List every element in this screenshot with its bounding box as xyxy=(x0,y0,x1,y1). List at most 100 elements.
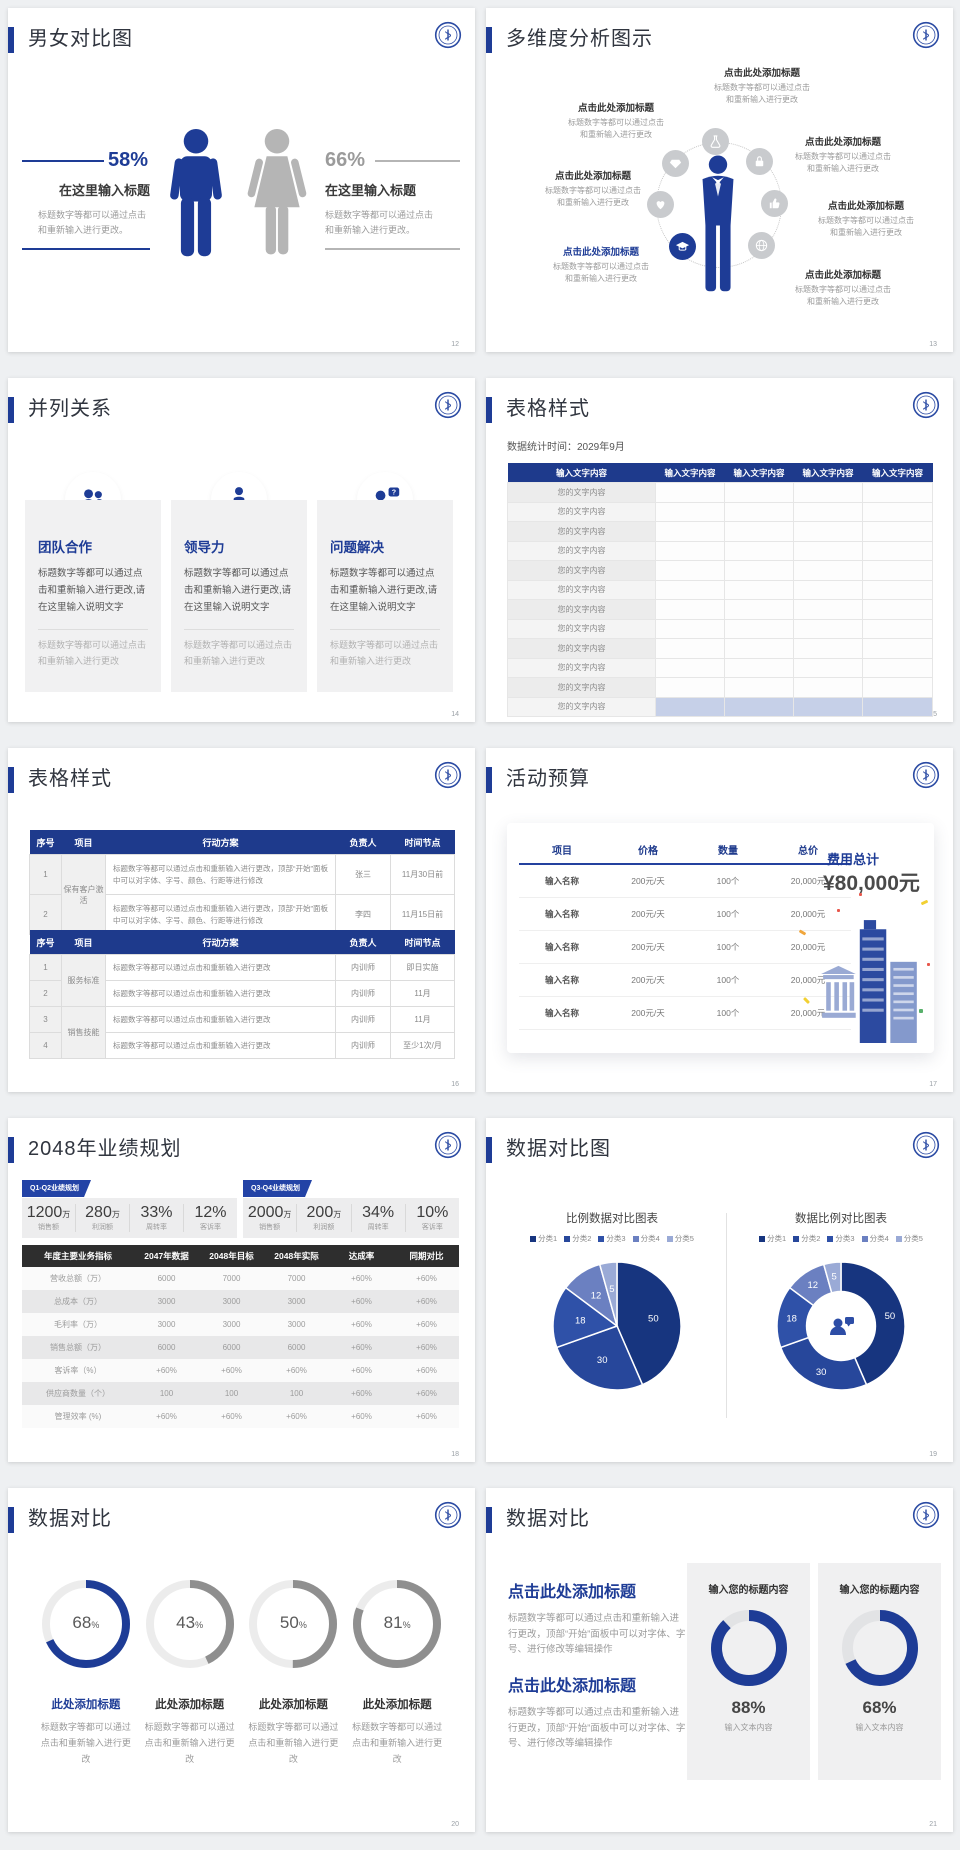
slide-thumbnail-12[interactable]: 男女对比图 12 58% 在这里输入标题 标题数字等都可以通过点击和重新输入进行… xyxy=(8,8,475,352)
table-row: 输入名称 200元/天 100个 20,000元 xyxy=(519,897,851,931)
page-number: 21 xyxy=(929,1821,937,1828)
card-desc: 标题数字等都可以通过点击和重新输入进行更改,请在这里输入说明文字 xyxy=(184,568,292,614)
panel-note: 输入文本内容 xyxy=(855,1723,904,1732)
legend-item: 分类5 xyxy=(895,1233,923,1244)
table-cell: 您的文字内容 xyxy=(507,696,656,717)
diagram-label: 点击此处添加标题 标题数字等都可以通过点击和重新输入进行更改 xyxy=(568,103,664,139)
total-label: 费用总计 xyxy=(827,852,880,867)
table-cell xyxy=(793,599,863,620)
page-number: 17 xyxy=(929,1081,937,1088)
gauge-group: 81% 此处添加标题 标题数字等都可以通过点击和重新输入进行更改 xyxy=(345,1580,449,1768)
title-accent-bar xyxy=(8,27,14,53)
table-row: 输入名称 200元/天 100个 20,000元 xyxy=(519,864,851,898)
table-cell xyxy=(793,696,863,717)
diagram-label: 点击此处添加标题 标题数字等都可以通过点击和重新输入进行更改 xyxy=(795,270,891,306)
table-cell: 标题数字等都可以通过点击和重新输入进行更改，顶部“开始”面板中可以对字体、字号、… xyxy=(105,894,336,935)
table-cell: +60% xyxy=(394,1313,459,1336)
table-cell xyxy=(655,579,725,600)
table-row: 毛利率（万） 3000 3000 3000 +60% +60% xyxy=(22,1313,459,1336)
period-tag: Q1-Q2业绩规划 xyxy=(22,1180,91,1197)
slide-thumbnail-16[interactable]: 表格样式 16 序号 项目 行动方案 负责人 时间节点 1 保有客户激活 标题数… xyxy=(8,748,475,1092)
card-title: 领导力 xyxy=(184,540,225,555)
diagram-label: 点击此处添加标题 标题数字等都可以通过点击和重新输入进行更改 xyxy=(545,171,641,207)
table-cell xyxy=(724,657,794,678)
buildings-illustration xyxy=(815,915,927,1045)
table-cell: 11月15日前 xyxy=(390,894,455,935)
feature-card: 问题解决 标题数字等都可以通过点击和重新输入进行更改,请在这里输入说明文字 标题… xyxy=(317,500,453,692)
divider xyxy=(184,629,294,631)
table-cell xyxy=(793,501,863,522)
stat: 34% 周转率 xyxy=(350,1203,405,1233)
slide-title: 多维度分析图示 xyxy=(506,28,653,50)
org-logo-icon xyxy=(912,391,940,419)
table-cell: 200元/天 xyxy=(605,930,691,964)
slide-thumbnail-21[interactable]: 数据对比 21 点击此处添加标题 标题数字等都可以通过点击和重新输入进行更改，顶… xyxy=(486,1488,953,1832)
title-accent-bar xyxy=(8,1137,14,1163)
table-cell: +60% xyxy=(134,1405,199,1428)
slide-thumbnail-15[interactable]: 表格样式 15 数据统计时间：2029年9月 输入文字内容 输入文字内容 输入文… xyxy=(486,378,953,722)
org-logo-icon xyxy=(912,761,940,789)
table-cell: 100个 xyxy=(691,963,765,997)
gauge-group: 43% 此处添加标题 标题数字等都可以通过点击和重新输入进行更改 xyxy=(138,1580,242,1768)
table-row: 您的文字内容 xyxy=(507,540,933,561)
svg-text:50: 50 xyxy=(648,1313,659,1324)
table-cell: 3000 xyxy=(134,1313,199,1336)
budget-table: 项目 价格 数量 总价 输入名称 200元/天 100个 20,000元 输入名… xyxy=(519,835,851,1030)
column-header: 输入文字内容 xyxy=(724,463,794,483)
slide-thumbnail-19[interactable]: 数据对比图 19 比例数据对比图表 分类1 分类2 分类3 分类4 分类5 50… xyxy=(486,1118,953,1462)
table-cell: +60% xyxy=(264,1405,329,1428)
legend-item: 分类1 xyxy=(530,1233,557,1244)
title-accent-bar xyxy=(486,27,492,53)
slide-thumbnail-20[interactable]: 数据对比 20 68% 此处添加标题 标题数字等都可以通过点击和重新输入进行更改… xyxy=(8,1488,475,1832)
stat: 200万 利润额 xyxy=(296,1203,350,1233)
slide-title: 2048年业绩规划 xyxy=(28,1138,182,1160)
total-value: ¥80,000元 xyxy=(823,872,920,895)
stats-panel: 2000万 销售额 200万 利润额 34% 周转率 10% 客诉率 xyxy=(243,1198,459,1238)
page-number: 12 xyxy=(451,341,459,348)
male-desc: 标题数字等都可以通过点击和重新输入进行更改。 xyxy=(38,210,147,235)
slide-thumbnail-18[interactable]: 2048年业绩规划 18 Q1-Q2业绩规划 1200万 销售额 280万 利润额 … xyxy=(8,1118,475,1462)
table-cell: +60% xyxy=(394,1336,459,1359)
table-cell xyxy=(724,696,794,717)
block-title: 点击此处添加标题 xyxy=(508,1584,637,1601)
table-cell: 3 xyxy=(29,1006,62,1033)
slide-thumbnail-14[interactable]: 并列关系 14 ? 团队合作 标题数字等都可以通过点击和重新输入进行更改,请在这… xyxy=(8,378,475,722)
legend-swatch xyxy=(827,1235,834,1242)
confetti xyxy=(927,963,930,966)
lock-icon xyxy=(745,147,773,175)
table-row: 3 销售技能 标题数字等都可以通过点击和重新输入进行更改 内训师 11月 xyxy=(29,1006,455,1059)
table-header-row: 年度主要业务指标 2047年数据 2048年目标 2048年实际 达成率 同期对… xyxy=(22,1245,459,1267)
table-cell xyxy=(724,638,794,659)
table-cell: 您的文字内容 xyxy=(507,657,656,678)
legend-item: 分类3 xyxy=(827,1233,855,1244)
table-cell xyxy=(655,696,725,717)
divider xyxy=(726,1213,727,1418)
table-row: 您的文字内容 xyxy=(507,677,933,698)
divider xyxy=(38,629,148,631)
table-cell xyxy=(724,677,794,698)
data-table: 输入文字内容 输入文字内容 输入文字内容 输入文字内容 输入文字内容 您的文字内… xyxy=(507,463,933,717)
card-title: 问题解决 xyxy=(330,540,384,555)
table-cell: 标题数字等都可以通过点击和重新输入进行更改 xyxy=(105,1006,336,1033)
diamond-icon xyxy=(661,149,689,177)
table-cell: +60% xyxy=(329,1359,394,1382)
table-cell: 100个 xyxy=(691,897,765,931)
table-cell xyxy=(793,677,863,698)
flask-icon xyxy=(701,127,729,155)
divider xyxy=(375,160,460,162)
legend-swatch xyxy=(564,1235,571,1242)
chart-title: 数据比例对比图表 xyxy=(795,1213,887,1225)
diagram-label: 点击此处添加标题 标题数字等都可以通过点击和重新输入进行更改 xyxy=(818,201,914,237)
table-cell xyxy=(793,482,863,503)
table-cell: 200元/天 xyxy=(605,963,691,997)
action-plan-table-1: 序号 项目 行动方案 负责人 时间节点 1 保有客户激活 标题数字等都可以通过点… xyxy=(29,830,455,935)
stat: 280万 利润额 xyxy=(75,1203,129,1233)
slide-title: 表格样式 xyxy=(28,768,112,790)
table-cell xyxy=(862,521,933,542)
slide-thumbnail-17[interactable]: 活动预算 17 项目 价格 数量 总价 输入名称 200元/天 100个 20,… xyxy=(486,748,953,1092)
table-row: 您的文字内容 xyxy=(507,482,933,503)
confetti xyxy=(920,899,929,906)
table-cell xyxy=(862,560,933,581)
slide-thumbnail-13[interactable]: 多维度分析图示 13 点击此处添加标题 标题数字等都可以通过点击和重新输入进行更改… xyxy=(486,8,953,352)
column-header: 项目 xyxy=(61,930,106,955)
